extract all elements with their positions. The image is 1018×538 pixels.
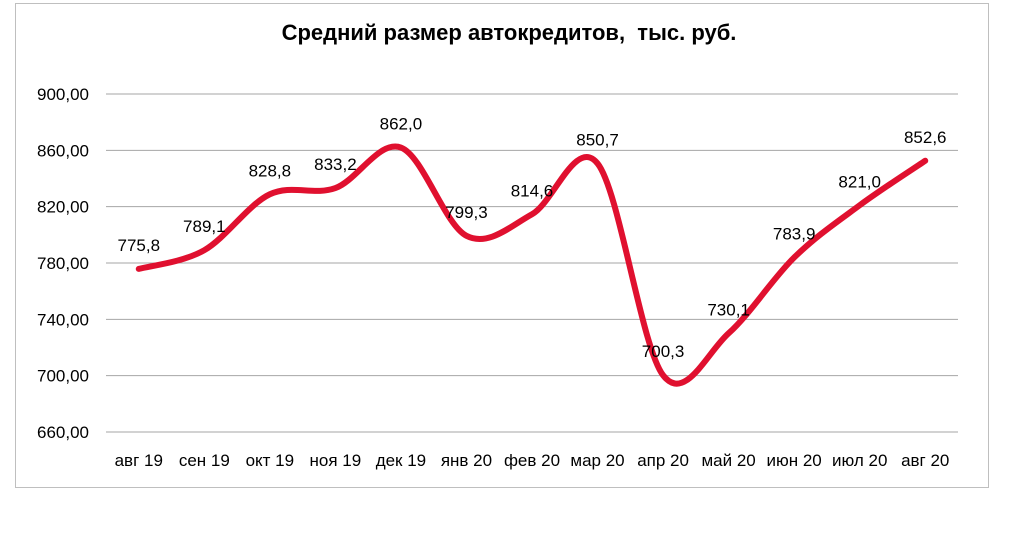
x-tick-label: дек 19 (376, 451, 426, 470)
x-axis-ticks: авг 19 сен 19 окт 19 ноя 19 дек 19 янв 20 фев … (115, 451, 950, 470)
data-label: 730,1 (707, 300, 750, 319)
y-tick-label: 780,00 (37, 254, 89, 273)
data-labels: 775,8 789,1 828,8 833,2 862,0 799,3 814,6 850,7… (117, 115, 946, 362)
x-tick-label: янв 20 (441, 451, 492, 470)
y-tick-label: 700,00 (37, 367, 89, 386)
data-label: 821,0 (838, 172, 881, 191)
chart-title: Средний размер автокредитов, тыс. руб. (281, 20, 737, 45)
y-tick-label: 740,00 (37, 310, 89, 329)
data-label: 852,6 (904, 128, 947, 147)
data-label: 700,3 (642, 342, 685, 361)
x-tick-label: мар 20 (570, 451, 624, 470)
series-line (135, 143, 929, 387)
data-label: 814,6 (511, 181, 554, 200)
chart-frame (15, 3, 989, 488)
x-tick-label: май 20 (701, 451, 755, 470)
x-tick-label: июл 20 (832, 451, 887, 470)
x-tick-label: апр 20 (637, 451, 689, 470)
data-label: 828,8 (249, 161, 292, 180)
y-tick-label: 900,00 (37, 85, 89, 104)
data-label: 862,0 (380, 115, 423, 134)
x-tick-label: авг 19 (115, 451, 163, 470)
gridlines (106, 93, 958, 433)
y-tick-label: 660,00 (37, 423, 89, 442)
x-tick-label: окт 19 (246, 451, 295, 470)
data-label: 833,2 (314, 155, 357, 174)
data-label: 789,1 (183, 217, 226, 236)
data-label: 775,8 (117, 236, 160, 255)
x-tick-label: авг 20 (901, 451, 949, 470)
series-line-layer (135, 143, 929, 387)
x-tick-label: июн 20 (767, 451, 822, 470)
data-label: 850,7 (576, 130, 619, 149)
x-tick-label: сен 19 (179, 451, 230, 470)
y-tick-label: 820,00 (37, 198, 89, 217)
y-tick-label: 860,00 (37, 141, 89, 160)
data-label: 799,3 (445, 203, 488, 222)
data-label: 783,9 (773, 225, 816, 244)
x-tick-label: фев 20 (504, 451, 560, 470)
x-tick-label: ноя 19 (310, 451, 362, 470)
y-axis-ticks: 900,00 860,00 820,00 780,00 740,00 700,00 660,… (37, 85, 89, 442)
